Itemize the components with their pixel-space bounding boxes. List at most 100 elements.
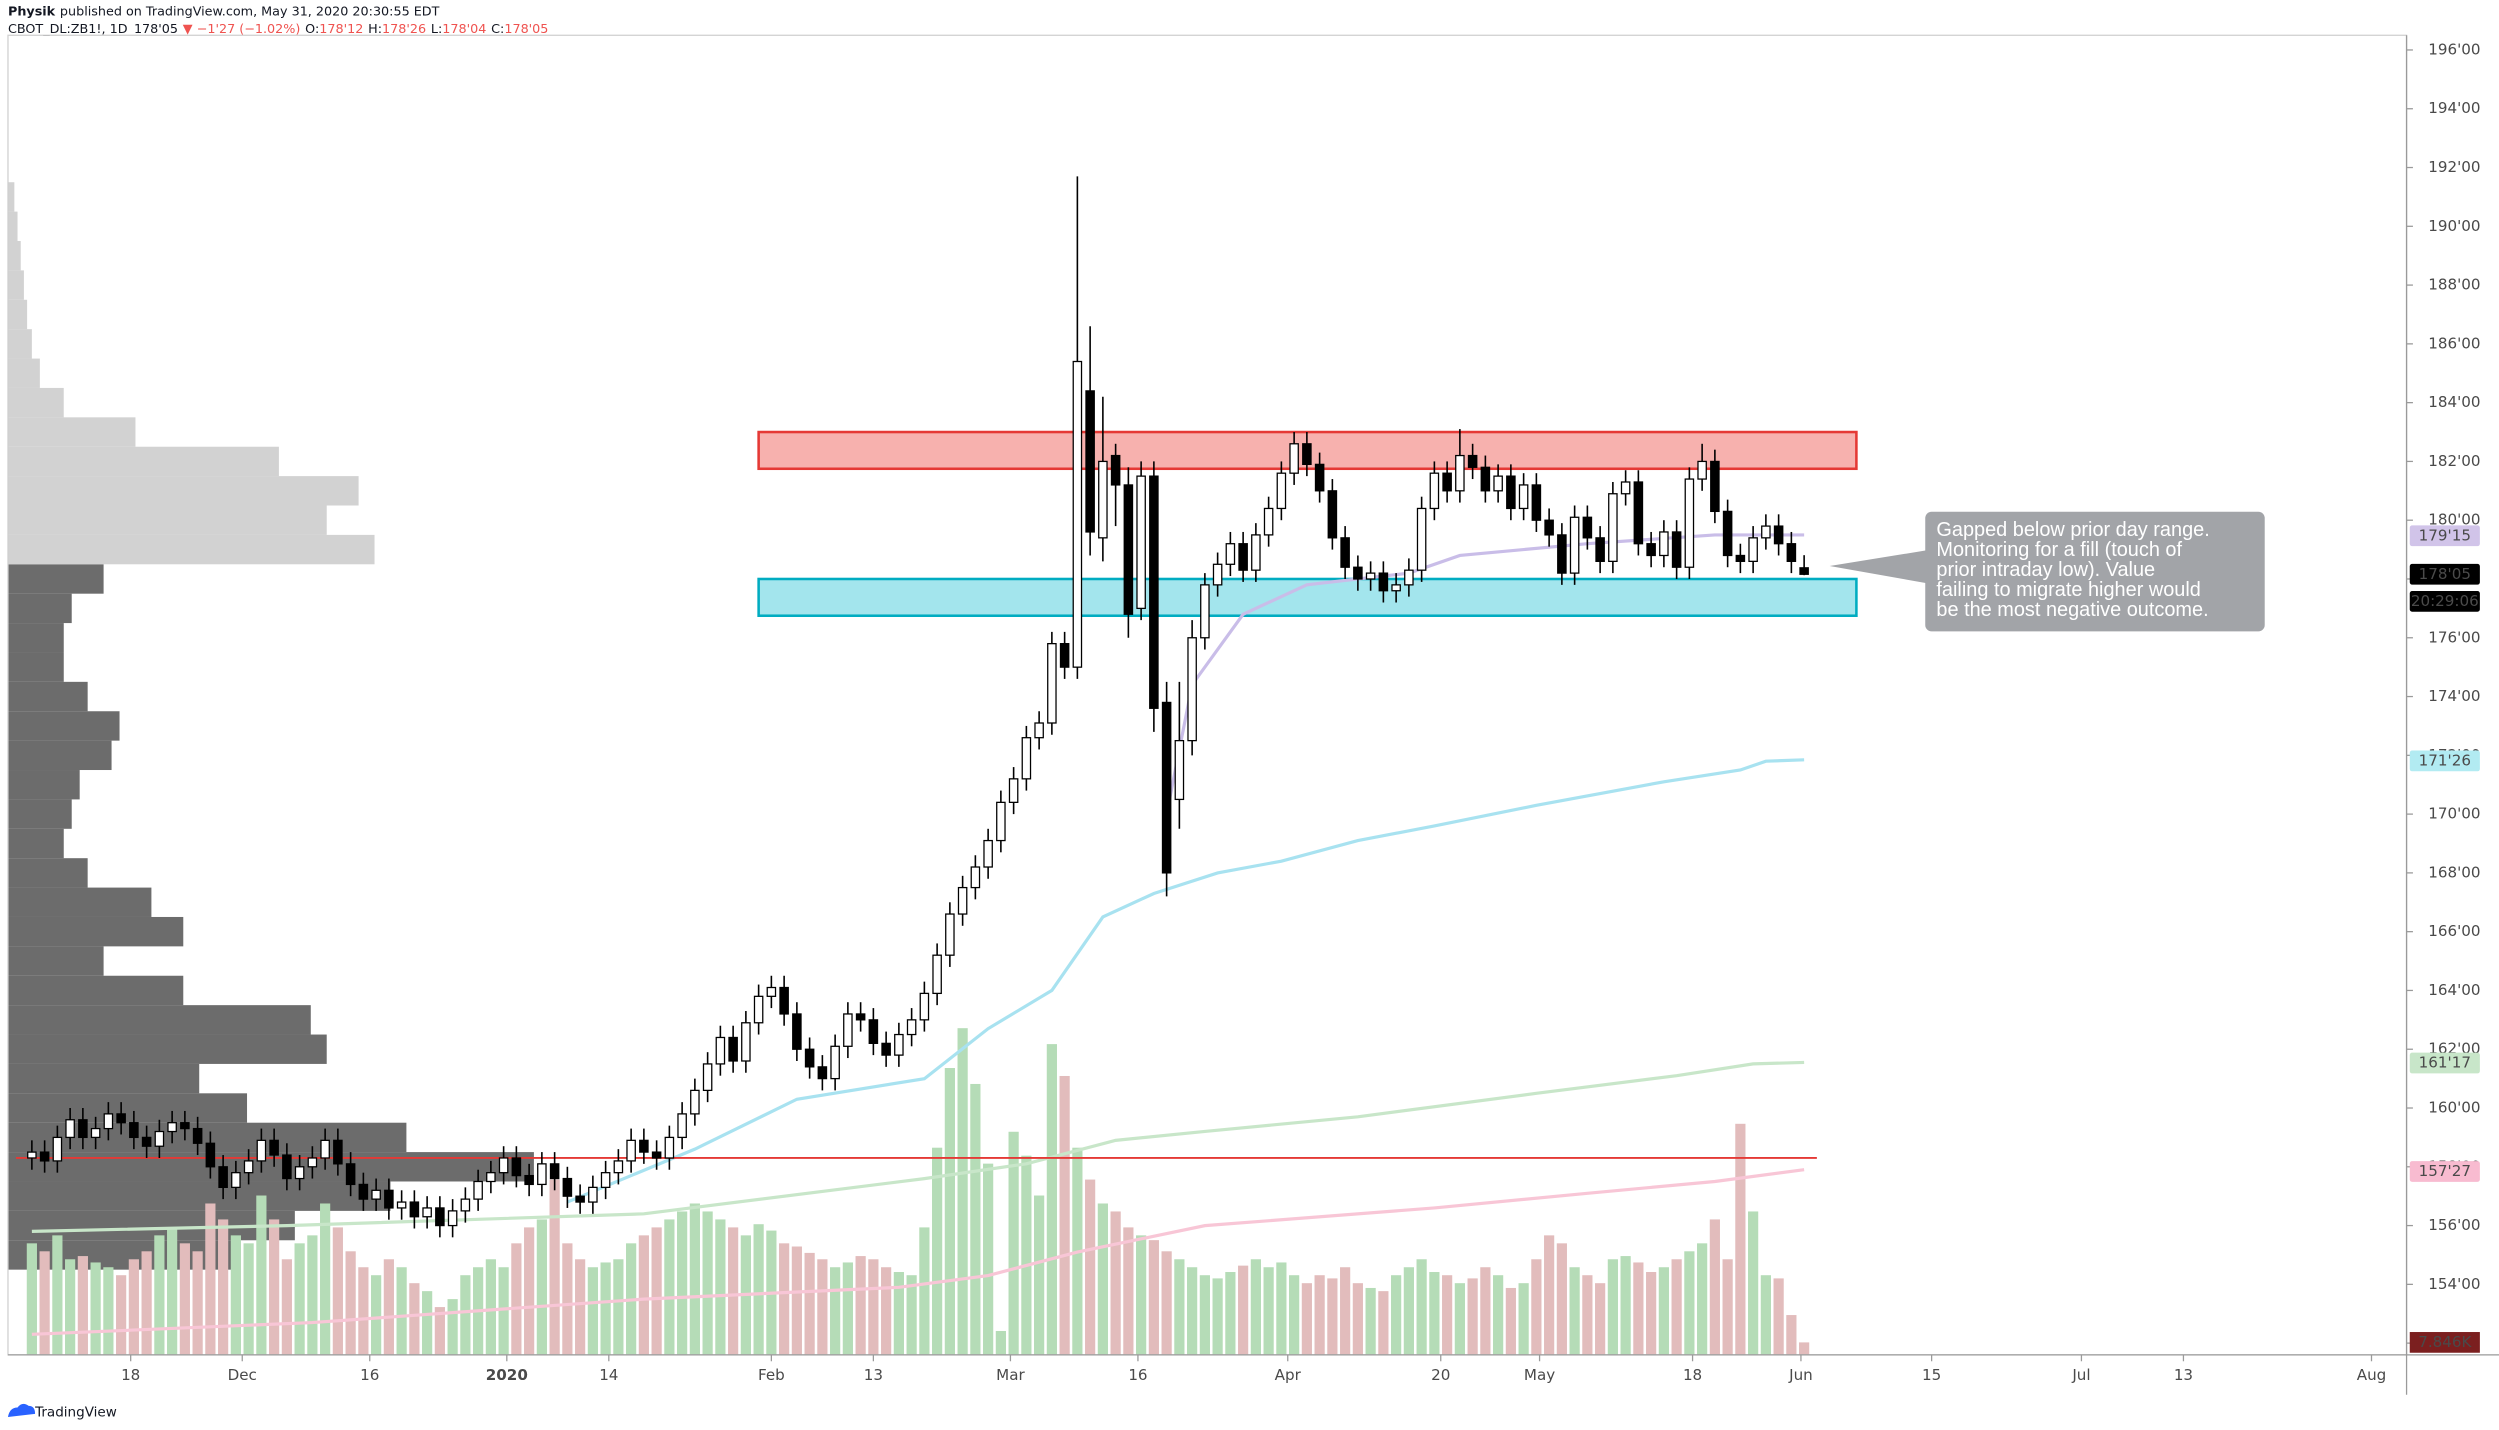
candle-body xyxy=(1608,493,1618,562)
candle-body xyxy=(27,1151,37,1159)
volume-bar xyxy=(830,1267,841,1355)
candle-body xyxy=(1748,537,1758,562)
volume-bar xyxy=(307,1235,318,1355)
volume-bar xyxy=(791,1246,802,1355)
candle-body xyxy=(218,1166,228,1189)
candle-body xyxy=(919,992,930,1021)
countdown: 20:29:06 xyxy=(2411,592,2479,610)
candle-body xyxy=(1710,460,1720,513)
candle-body xyxy=(1404,569,1414,586)
x-tick-label: 2020 xyxy=(486,1366,528,1384)
ohlc-value: 178'04 xyxy=(442,21,486,36)
volume-bar xyxy=(651,1227,662,1355)
volume-bar xyxy=(575,1259,586,1355)
volume-bar xyxy=(1187,1267,1198,1355)
candle-body xyxy=(1314,463,1325,492)
candle-body xyxy=(167,1122,177,1133)
y-tick-label: 154'00 xyxy=(2428,1275,2480,1293)
candle-body xyxy=(1327,490,1338,539)
price-tag xyxy=(2409,563,2480,585)
profile-bar xyxy=(7,593,72,624)
volume-bar xyxy=(562,1243,573,1355)
x-tick-label: Dec xyxy=(228,1366,257,1384)
candle-body xyxy=(779,986,789,1015)
volume-bar xyxy=(613,1259,624,1355)
y-tick-label: 194'00 xyxy=(2428,99,2480,117)
volume-bar xyxy=(524,1227,535,1355)
volume-bar xyxy=(371,1275,382,1355)
annotation-line: be the most negative outcome. xyxy=(1936,599,2208,621)
candle-body xyxy=(422,1207,432,1218)
volume-bar xyxy=(944,1068,955,1355)
brand-logo xyxy=(7,1403,36,1418)
candle-body xyxy=(600,1172,611,1189)
y-tick-label: 166'00 xyxy=(2428,922,2480,940)
candle-body xyxy=(333,1139,343,1165)
profile-bar xyxy=(7,534,375,565)
candle-body xyxy=(243,1160,254,1174)
volume-bar xyxy=(1276,1262,1287,1355)
y-tick-label: 176'00 xyxy=(2428,628,2480,646)
volume-bar xyxy=(498,1267,509,1355)
profile-bar xyxy=(7,270,24,300)
volume-bar xyxy=(1786,1315,1797,1355)
candle-body xyxy=(460,1198,471,1212)
profile-bar xyxy=(7,182,15,212)
profile-bar xyxy=(7,564,104,594)
moving-average xyxy=(31,1168,1805,1336)
x-tick-label: Jun xyxy=(1788,1366,1813,1384)
candle-body xyxy=(728,1036,738,1062)
y-tick-label: 196'00 xyxy=(2428,40,2480,58)
profile-bar xyxy=(7,975,184,1006)
candle-body xyxy=(39,1151,50,1162)
candle-body xyxy=(1480,466,1491,492)
y-tick-label: 184'00 xyxy=(2428,393,2480,411)
volume-bar xyxy=(1327,1278,1338,1355)
candle-body xyxy=(626,1139,636,1162)
price-tag xyxy=(2409,1052,2480,1074)
candle-body xyxy=(90,1127,101,1139)
candle-body xyxy=(409,1201,420,1218)
footer: TradingView xyxy=(7,1403,117,1420)
volume-bar xyxy=(1556,1243,1567,1355)
candle-body xyxy=(1098,460,1108,539)
candle-body xyxy=(549,1163,560,1180)
volume-bar xyxy=(192,1251,203,1355)
candle-body xyxy=(1378,572,1389,592)
candle-body xyxy=(294,1166,305,1180)
candle-body xyxy=(1136,475,1146,610)
candle-body xyxy=(1251,534,1261,571)
candle-body xyxy=(1582,516,1593,539)
header-line-2: CBOT_DL:ZB1!, 1D 178'05 ▼ −1'27 (−1.02%) O:… xyxy=(8,21,548,36)
candle-body xyxy=(1123,484,1134,615)
profile-bar xyxy=(7,652,64,682)
x-tick-label: 18 xyxy=(121,1366,140,1384)
candle-body xyxy=(1225,543,1236,565)
candle-body xyxy=(651,1151,662,1159)
candle-body xyxy=(945,913,955,956)
volume-bar xyxy=(65,1259,76,1355)
x-tick-label: Feb xyxy=(758,1366,785,1384)
volume-bar xyxy=(1046,1044,1057,1355)
candle-body xyxy=(932,954,942,995)
annotation-text: Gapped below prior day range.Monitoring … xyxy=(1936,519,2209,621)
y-tick-label: 168'00 xyxy=(2428,863,2480,881)
volume-bar xyxy=(1658,1267,1669,1355)
x-tick-label: 18 xyxy=(1683,1366,1702,1384)
candle-body xyxy=(486,1172,496,1183)
candle-body xyxy=(1442,472,1452,492)
candle-body xyxy=(537,1163,547,1186)
volume-bar xyxy=(817,1259,828,1355)
profile-bar xyxy=(7,299,28,330)
volume-bar xyxy=(855,1256,866,1355)
volume-bar xyxy=(1722,1259,1733,1355)
candle-body xyxy=(753,995,764,1024)
candle-body xyxy=(804,1048,815,1068)
volume-bar xyxy=(256,1195,267,1355)
volume-bar xyxy=(677,1211,688,1355)
volume-bar xyxy=(1569,1267,1580,1355)
volume-bar xyxy=(638,1235,649,1355)
candle-body xyxy=(524,1174,534,1186)
candle-body xyxy=(575,1195,585,1203)
volume-bar xyxy=(1123,1227,1134,1355)
